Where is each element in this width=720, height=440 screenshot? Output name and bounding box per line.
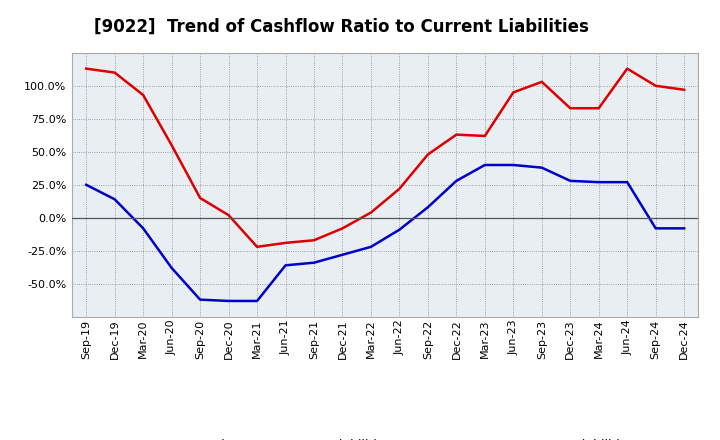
Free CF to Current Liabilities — [537, 165, 546, 170]
Operating CF to Current Liabilities — [196, 195, 204, 201]
Free CF to Current Liabilities — [310, 260, 318, 265]
Operating CF to Current Liabilities — [282, 240, 290, 246]
Operating CF to Current Liabilities — [167, 143, 176, 148]
Free CF to Current Liabilities — [595, 180, 603, 185]
Legend: Operating CF to Current Liabilities, Free CF to Current Liabilities: Operating CF to Current Liabilities, Fre… — [131, 434, 639, 440]
Operating CF to Current Liabilities — [452, 132, 461, 137]
Free CF to Current Liabilities — [225, 298, 233, 304]
Text: [9022]  Trend of Cashflow Ratio to Current Liabilities: [9022] Trend of Cashflow Ratio to Curren… — [94, 18, 588, 36]
Free CF to Current Liabilities — [509, 162, 518, 168]
Operating CF to Current Liabilities — [566, 106, 575, 111]
Free CF to Current Liabilities — [139, 226, 148, 231]
Operating CF to Current Liabilities — [537, 79, 546, 84]
Operating CF to Current Liabilities — [623, 66, 631, 71]
Operating CF to Current Liabilities — [225, 213, 233, 218]
Operating CF to Current Liabilities — [82, 66, 91, 71]
Operating CF to Current Liabilities — [423, 152, 432, 157]
Line: Free CF to Current Liabilities: Free CF to Current Liabilities — [86, 165, 684, 301]
Free CF to Current Liabilities — [196, 297, 204, 302]
Operating CF to Current Liabilities — [253, 244, 261, 249]
Free CF to Current Liabilities — [253, 298, 261, 304]
Line: Operating CF to Current Liabilities: Operating CF to Current Liabilities — [86, 69, 684, 247]
Operating CF to Current Liabilities — [310, 238, 318, 243]
Free CF to Current Liabilities — [167, 265, 176, 271]
Free CF to Current Liabilities — [652, 226, 660, 231]
Free CF to Current Liabilities — [480, 162, 489, 168]
Operating CF to Current Liabilities — [509, 90, 518, 95]
Free CF to Current Liabilities — [566, 178, 575, 183]
Free CF to Current Liabilities — [338, 252, 347, 257]
Operating CF to Current Liabilities — [480, 133, 489, 139]
Operating CF to Current Liabilities — [338, 226, 347, 231]
Free CF to Current Liabilities — [423, 205, 432, 210]
Operating CF to Current Liabilities — [652, 83, 660, 88]
Operating CF to Current Liabilities — [110, 70, 119, 75]
Operating CF to Current Liabilities — [595, 106, 603, 111]
Operating CF to Current Liabilities — [680, 87, 688, 92]
Operating CF to Current Liabilities — [395, 186, 404, 191]
Free CF to Current Liabilities — [395, 227, 404, 232]
Operating CF to Current Liabilities — [139, 92, 148, 98]
Free CF to Current Liabilities — [680, 226, 688, 231]
Free CF to Current Liabilities — [452, 178, 461, 183]
Free CF to Current Liabilities — [282, 263, 290, 268]
Free CF to Current Liabilities — [110, 197, 119, 202]
Free CF to Current Liabilities — [623, 180, 631, 185]
Operating CF to Current Liabilities — [366, 210, 375, 215]
Free CF to Current Liabilities — [82, 182, 91, 187]
Free CF to Current Liabilities — [366, 244, 375, 249]
